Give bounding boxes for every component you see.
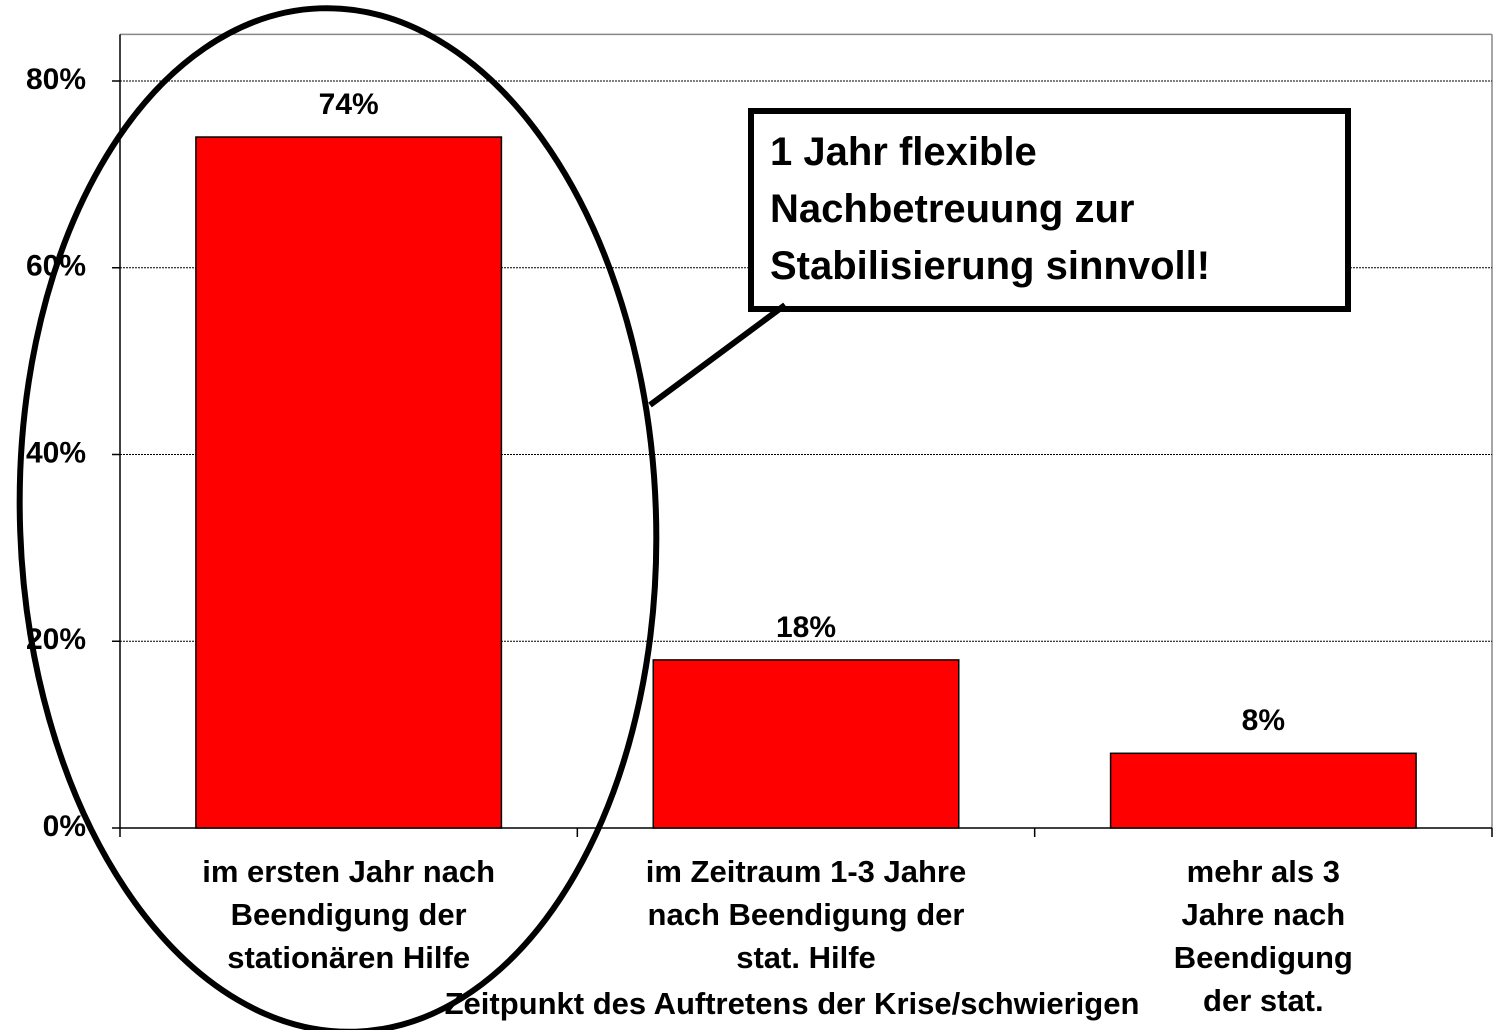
bar: [652, 659, 960, 829]
x-axis-title: Zeitpunkt des Auftretens der Krise/schwi…: [444, 986, 1140, 1030]
data-label: 74%: [319, 88, 379, 121]
y-tick-label: 0%: [43, 810, 86, 843]
y-tick-label: 60%: [26, 250, 86, 283]
x-tick-label: im ersten Jahr nach Beendigung der stati…: [202, 854, 496, 975]
y-tick-label: 20%: [26, 623, 86, 656]
y-tick-label: 40%: [26, 436, 86, 469]
data-label: 18%: [776, 611, 836, 644]
x-tick-label: im Zeitraum 1-3 Jahre nach Beendigung de…: [645, 854, 967, 975]
bar: [1109, 752, 1417, 829]
y-tick-label: 80%: [26, 63, 86, 96]
x-tick-label: mehr als 3 Jahre nach Beendigung der sta…: [1173, 854, 1353, 1030]
bar: [195, 136, 503, 829]
annotation: 1 Jahr flexible Nachbetreuung zur Stabil…: [748, 108, 1351, 312]
data-label: 8%: [1242, 704, 1285, 737]
